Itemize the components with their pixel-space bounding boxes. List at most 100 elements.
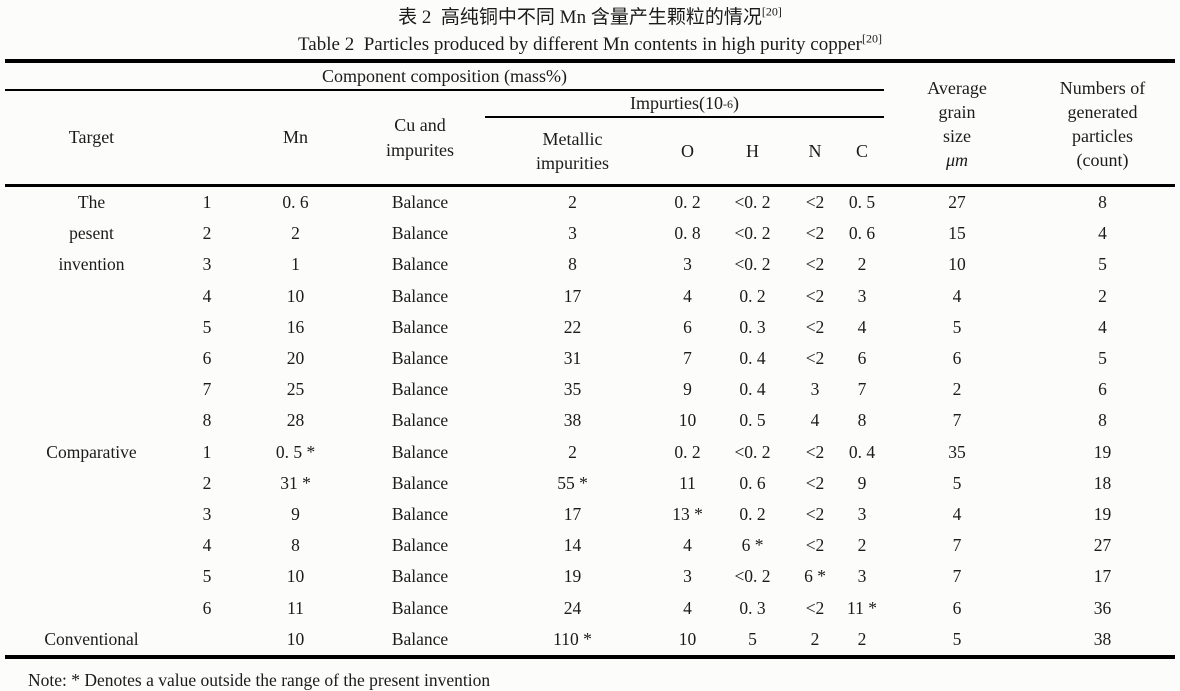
cell-grain-row6: 6 xyxy=(952,348,962,369)
cell-no-row6: 6 xyxy=(202,348,212,369)
cell-target-row13 xyxy=(5,561,178,592)
cell-c-row4: 3 xyxy=(857,285,867,306)
cell-target-row6 xyxy=(5,343,178,374)
caption-en: Table 2 Particles produced by different … xyxy=(0,31,1180,58)
cell-h-row5: 0. 3 xyxy=(739,316,766,337)
cell-target-row8 xyxy=(5,405,178,436)
cell-grain-row15: 5 xyxy=(952,628,962,649)
table-caption: 表 2 高纯铜中不同 Mn 含量产生颗粒的情况[20] Table 2 Part… xyxy=(0,0,1180,58)
cell-metallic-row9: 2 xyxy=(568,441,577,462)
cell-target-row5 xyxy=(5,312,178,343)
cell-metallic-row15: 110 * xyxy=(553,628,592,649)
cell-n-row2: <2 xyxy=(805,223,825,244)
cell-cu-row15: Balance xyxy=(391,628,449,649)
cell-metallic-row3: 8 xyxy=(568,254,577,275)
cell-mn-row3: 1 xyxy=(291,254,300,275)
cell-mn-row5: 16 xyxy=(286,316,305,337)
cell-metallic-row10: 55 * xyxy=(557,472,588,493)
cell-n-row12: <2 xyxy=(805,535,825,556)
cell-cu-row9: Balance xyxy=(391,441,449,462)
cell-n-row6: <2 xyxy=(805,348,825,369)
cell-o-row13: 3 xyxy=(683,566,692,587)
cell-count-row12: 27 xyxy=(1093,535,1112,556)
cell-target-row2: pesent xyxy=(69,223,114,244)
cell-metallic-row7: 35 xyxy=(563,379,582,400)
cell-metallic-row1: 2 xyxy=(568,192,577,213)
cell-h-row6: 0. 4 xyxy=(739,348,766,369)
cell-n-row11: <2 xyxy=(805,503,825,524)
cell-o-row14: 4 xyxy=(683,597,692,618)
cell-metallic-row4: 17 xyxy=(563,285,582,306)
cell-h-row15: 5 xyxy=(748,628,757,649)
cell-h-row7: 0. 4 xyxy=(739,379,766,400)
cell-no-row12: 4 xyxy=(202,535,212,556)
cell-no-row2: 2 xyxy=(202,223,212,244)
cell-o-row6: 7 xyxy=(683,348,692,369)
cell-o-row9: 0. 2 xyxy=(674,441,701,462)
caption-zh: 表 2 高纯铜中不同 Mn 含量产生颗粒的情况[20] xyxy=(0,4,1180,31)
cell-count-row8: 8 xyxy=(1098,410,1107,431)
header-metallic-impurities: Metallic impurities xyxy=(536,129,609,173)
cell-target-row1: The xyxy=(77,192,106,213)
cell-cu-row5: Balance xyxy=(391,316,449,337)
cell-cu-row12: Balance xyxy=(391,535,449,556)
cell-count-row1: 8 xyxy=(1098,192,1107,213)
cell-grain-row2: 15 xyxy=(948,223,966,244)
header-nitrogen: N xyxy=(808,140,822,161)
cell-n-row14: <2 xyxy=(805,597,825,618)
cell-n-row7: 3 xyxy=(810,379,820,400)
cell-cu-row11: Balance xyxy=(391,503,449,524)
cell-o-row1: 0. 2 xyxy=(674,192,701,213)
cell-n-row4: <2 xyxy=(805,285,825,306)
cell-metallic-row11: 17 xyxy=(563,503,582,524)
header-cu-and-impurites: Cu and impurites xyxy=(386,114,454,160)
cell-metallic-row8: 38 xyxy=(563,410,582,431)
header-hydrogen: H xyxy=(746,140,759,161)
cell-target-row10 xyxy=(5,468,178,499)
cell-h-row8: 0. 5 xyxy=(739,410,766,431)
cell-count-row7: 6 xyxy=(1098,379,1107,400)
cell-c-row13: 3 xyxy=(857,566,867,587)
cell-cu-row8: Balance xyxy=(391,410,449,431)
cell-mn-row7: 25 xyxy=(286,379,305,400)
cell-mn-row9: 0. 5 * xyxy=(275,441,316,462)
cell-mn-row2: 2 xyxy=(291,223,300,244)
cell-count-row10: 18 xyxy=(1093,472,1112,493)
cell-count-row6: 5 xyxy=(1098,348,1107,369)
cell-grain-row14: 6 xyxy=(952,597,962,618)
cell-grain-row5: 5 xyxy=(952,316,962,337)
cell-o-row8: 10 xyxy=(678,410,697,431)
cell-mn-row12: 8 xyxy=(291,535,300,556)
cell-count-row5: 4 xyxy=(1098,316,1107,337)
cell-cu-row10: Balance xyxy=(391,472,449,493)
cell-o-row5: 6 xyxy=(683,316,692,337)
cell-c-row10: 9 xyxy=(857,472,867,493)
cell-no-row9: 1 xyxy=(202,441,212,462)
header-row-number xyxy=(178,91,236,184)
cell-target-row12 xyxy=(5,530,178,561)
header-oxygen: O xyxy=(681,140,694,161)
caption-zh-text: 表 2 高纯铜中不同 Mn 含量产生颗粒的情况 xyxy=(398,7,762,28)
header-mn: Mn xyxy=(282,127,308,147)
cell-mn-row14: 11 xyxy=(287,597,304,618)
cell-metallic-row2: 3 xyxy=(568,223,577,244)
cell-n-row9: <2 xyxy=(805,441,825,462)
cell-grain-row3: 10 xyxy=(948,254,966,275)
cell-grain-row13: 7 xyxy=(952,566,962,587)
cell-cu-row14: Balance xyxy=(391,597,449,618)
cell-no-row13: 5 xyxy=(202,566,212,587)
caption-zh-reference: [20] xyxy=(761,4,782,19)
header-numbers-of-particles: Numbers of generated particles (count) xyxy=(1059,77,1146,170)
cell-c-row1: 0. 5 xyxy=(848,192,876,213)
cell-cu-row13: Balance xyxy=(391,566,449,587)
cell-no-row1: 1 xyxy=(202,192,212,213)
cell-count-row13: 17 xyxy=(1093,566,1112,587)
cell-c-row11: 3 xyxy=(857,503,867,524)
cell-target-row15: Conventional xyxy=(44,628,139,649)
caption-en-reference: [20] xyxy=(861,31,882,46)
cell-o-row3: 3 xyxy=(683,254,692,275)
header-average-grain-size: Average grain size μm xyxy=(927,77,987,170)
cell-n-row8: 4 xyxy=(810,410,820,431)
cell-cu-row2: Balance xyxy=(391,223,449,244)
cell-mn-row10: 31 * xyxy=(280,472,311,493)
